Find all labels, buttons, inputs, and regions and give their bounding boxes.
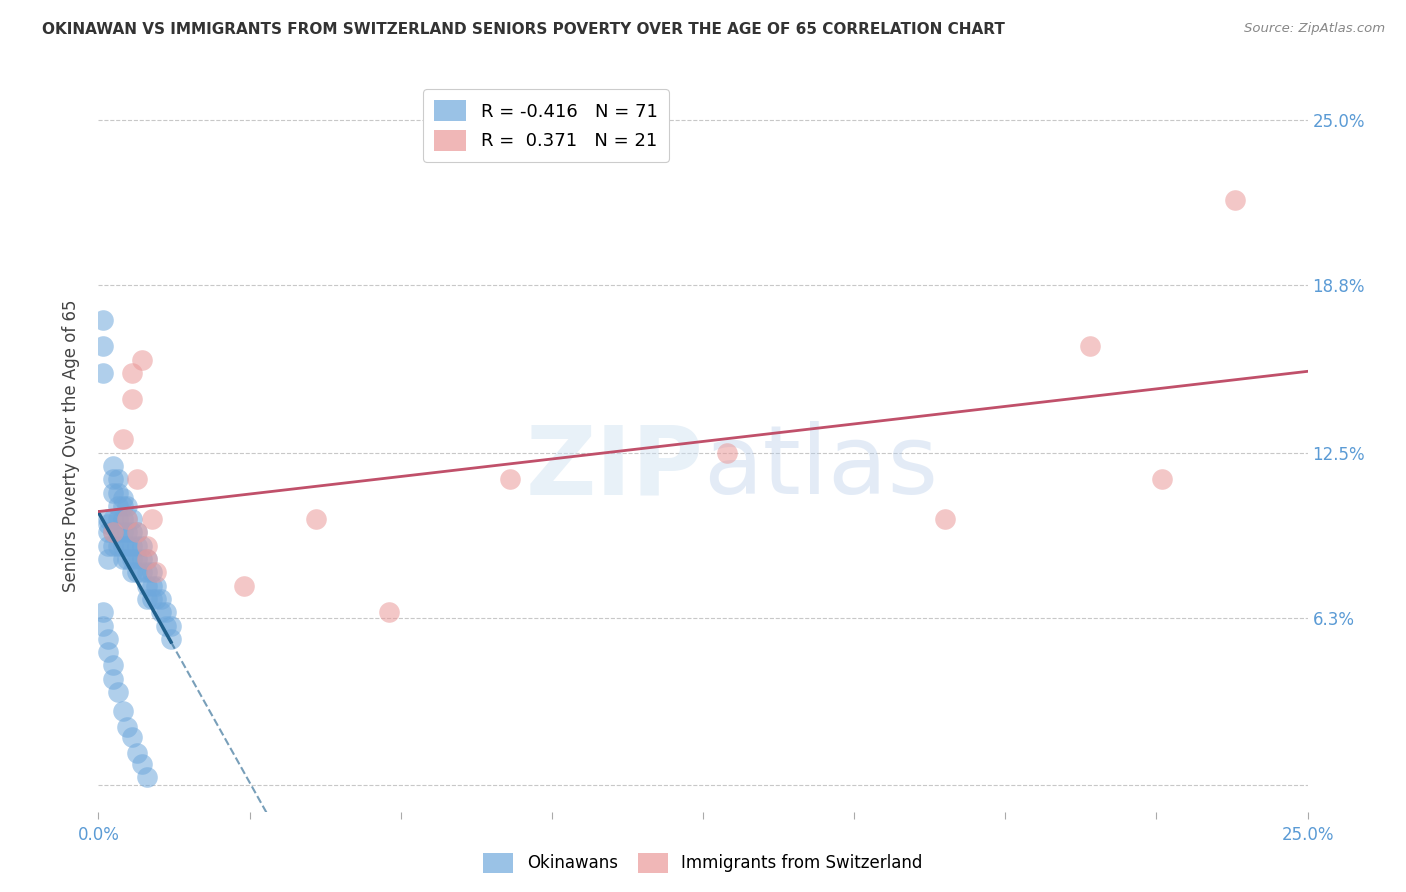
- Point: [127, 472, 149, 486]
- Point: [91, 618, 114, 632]
- Point: [117, 539, 139, 553]
- Point: [97, 632, 120, 646]
- Point: [135, 591, 157, 606]
- Point: [131, 756, 153, 771]
- Point: [131, 352, 153, 367]
- Point: [160, 618, 183, 632]
- Point: [716, 445, 738, 459]
- Point: [101, 658, 124, 673]
- Point: [107, 485, 129, 500]
- Point: [498, 472, 520, 486]
- Point: [107, 499, 129, 513]
- Point: [150, 591, 173, 606]
- Point: [150, 605, 173, 619]
- Point: [377, 605, 399, 619]
- Point: [232, 579, 254, 593]
- Point: [145, 579, 167, 593]
- Point: [141, 591, 163, 606]
- Point: [121, 366, 143, 380]
- Point: [91, 312, 114, 326]
- Point: [97, 539, 120, 553]
- Point: [101, 539, 124, 553]
- Point: [127, 539, 149, 553]
- Point: [91, 605, 114, 619]
- Point: [117, 512, 139, 526]
- Legend: Okinawans, Immigrants from Switzerland: Okinawans, Immigrants from Switzerland: [477, 847, 929, 880]
- Point: [107, 472, 129, 486]
- Point: [107, 525, 129, 540]
- Point: [101, 525, 124, 540]
- Point: [141, 579, 163, 593]
- Point: [121, 552, 143, 566]
- Point: [131, 566, 153, 580]
- Point: [97, 517, 120, 532]
- Point: [155, 618, 177, 632]
- Point: [91, 366, 114, 380]
- Point: [101, 458, 124, 473]
- Point: [141, 566, 163, 580]
- Point: [131, 539, 153, 553]
- Point: [111, 552, 134, 566]
- Point: [111, 433, 134, 447]
- Point: [145, 591, 167, 606]
- Point: [111, 704, 134, 718]
- Point: [135, 770, 157, 784]
- Point: [91, 339, 114, 353]
- Text: ZIP: ZIP: [524, 421, 703, 515]
- Point: [127, 525, 149, 540]
- Point: [111, 539, 134, 553]
- Point: [1223, 193, 1246, 207]
- Point: [121, 539, 143, 553]
- Point: [135, 566, 157, 580]
- Point: [107, 685, 129, 699]
- Point: [111, 491, 134, 505]
- Point: [127, 525, 149, 540]
- Point: [97, 512, 120, 526]
- Point: [117, 720, 139, 734]
- Point: [1078, 339, 1101, 353]
- Point: [135, 552, 157, 566]
- Point: [117, 525, 139, 540]
- Point: [121, 731, 143, 745]
- Point: [131, 552, 153, 566]
- Point: [117, 512, 139, 526]
- Point: [1152, 472, 1174, 486]
- Point: [934, 512, 956, 526]
- Point: [101, 525, 124, 540]
- Point: [97, 525, 120, 540]
- Point: [107, 512, 129, 526]
- Point: [121, 525, 143, 540]
- Point: [121, 512, 143, 526]
- Point: [111, 512, 134, 526]
- Point: [111, 525, 134, 540]
- Point: [101, 472, 124, 486]
- Text: atlas: atlas: [703, 421, 938, 515]
- Point: [135, 552, 157, 566]
- Point: [305, 512, 328, 526]
- Point: [121, 392, 143, 407]
- Point: [145, 566, 167, 580]
- Text: Source: ZipAtlas.com: Source: ZipAtlas.com: [1244, 22, 1385, 36]
- Y-axis label: Seniors Poverty Over the Age of 65: Seniors Poverty Over the Age of 65: [62, 300, 80, 592]
- Point: [141, 512, 163, 526]
- Point: [101, 672, 124, 686]
- Point: [127, 566, 149, 580]
- Text: OKINAWAN VS IMMIGRANTS FROM SWITZERLAND SENIORS POVERTY OVER THE AGE OF 65 CORRE: OKINAWAN VS IMMIGRANTS FROM SWITZERLAND …: [42, 22, 1005, 37]
- Point: [127, 746, 149, 760]
- Point: [135, 539, 157, 553]
- Point: [107, 539, 129, 553]
- Point: [127, 552, 149, 566]
- Point: [97, 552, 120, 566]
- Point: [101, 512, 124, 526]
- Point: [160, 632, 183, 646]
- Point: [97, 645, 120, 659]
- Point: [101, 485, 124, 500]
- Point: [111, 499, 134, 513]
- Point: [121, 566, 143, 580]
- Point: [155, 605, 177, 619]
- Legend: R = -0.416   N = 71, R =  0.371   N = 21: R = -0.416 N = 71, R = 0.371 N = 21: [423, 89, 668, 161]
- Point: [135, 579, 157, 593]
- Point: [117, 552, 139, 566]
- Point: [117, 499, 139, 513]
